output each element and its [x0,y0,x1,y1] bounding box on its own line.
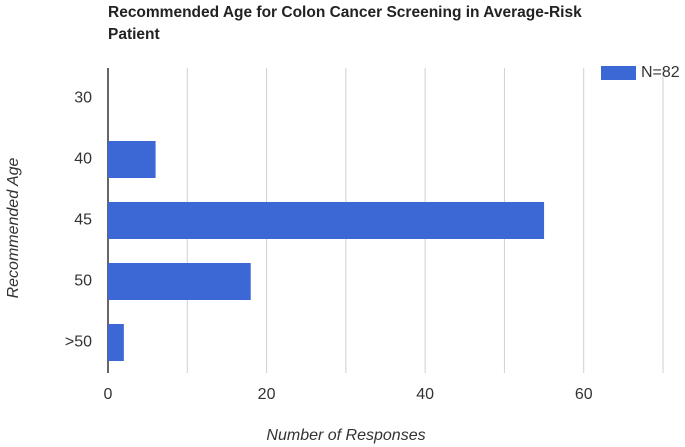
y-tick-label: 40 [74,151,92,168]
x-axis-label: Number of Responses [266,427,425,444]
legend-swatch [601,66,636,80]
bar [108,202,545,239]
y-axis-label: Recommended Age [5,157,22,298]
y-tick-label: 45 [74,212,92,229]
y-tick-label: >50 [65,334,92,351]
x-tick-label: 40 [416,386,434,403]
bar [108,141,156,178]
legend-label: N=82 [641,64,680,81]
bar [108,263,251,300]
chart-title: Recommended Age for Colon Cancer Screeni… [108,4,582,43]
x-tick-label: 0 [104,386,113,403]
y-tick-label: 50 [74,273,92,290]
y-tick-label: 30 [74,90,92,107]
x-tick-label: 20 [258,386,276,403]
x-tick-label: 60 [575,386,593,403]
bar [108,324,124,361]
